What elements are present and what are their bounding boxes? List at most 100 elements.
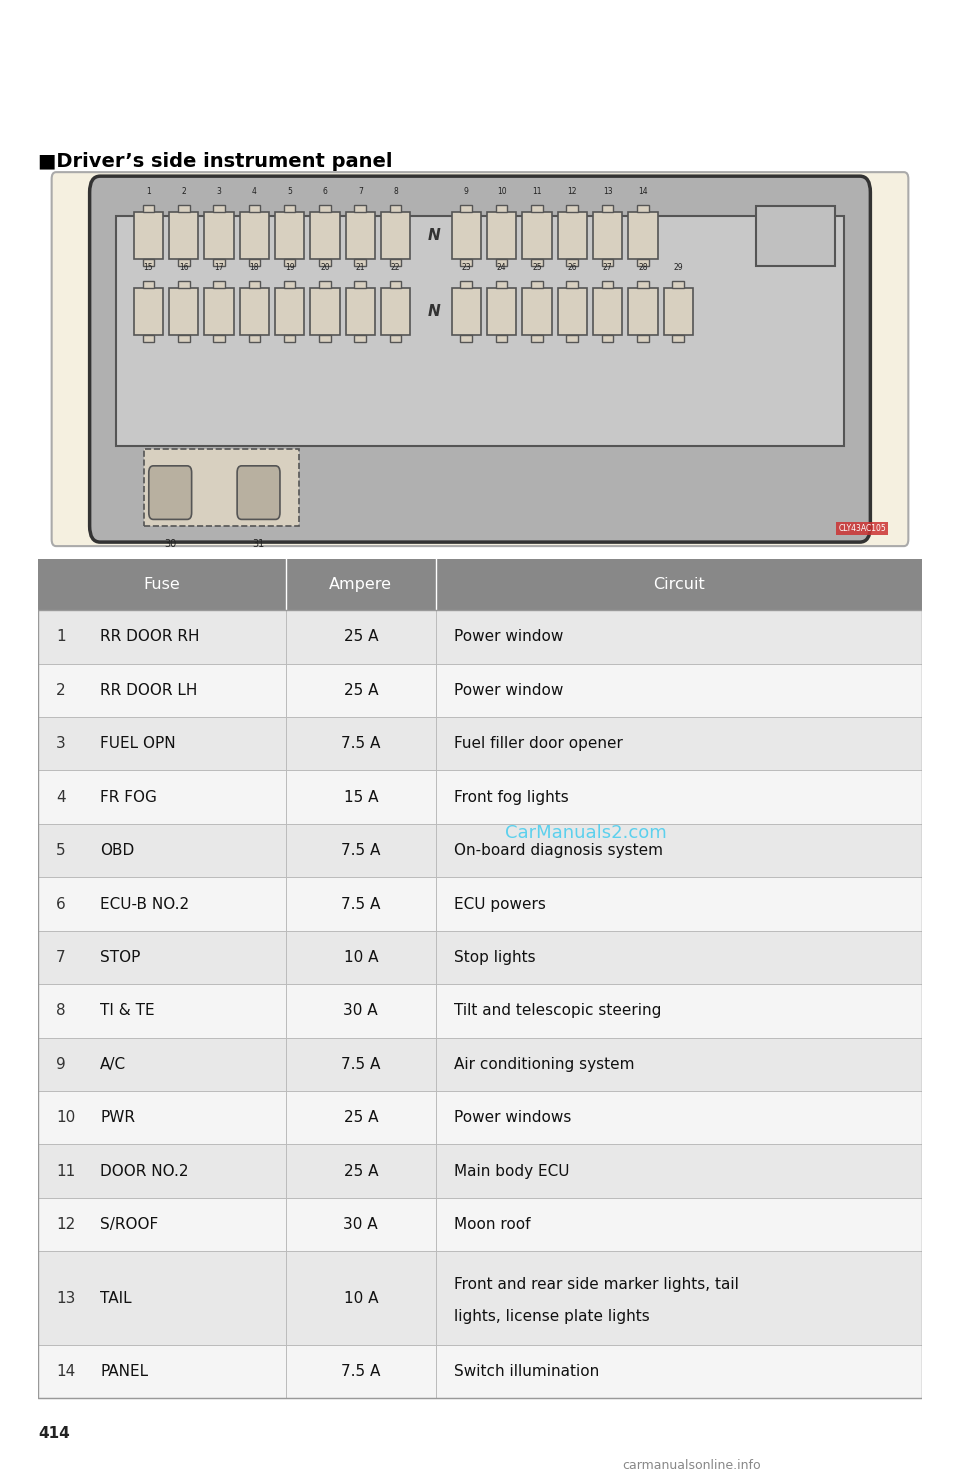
Text: 11: 11 [532,187,541,196]
Text: 9: 9 [464,187,468,196]
Bar [38,610,922,663]
Text: Fuse: Fuse [144,577,180,592]
Bar [38,1345,922,1398]
Text: Moon roof: Moon roof [453,1217,530,1232]
Text: carmanualsonline.info: carmanualsonline.info [622,1459,760,1472]
Bar [663,288,693,335]
Text: 25 A: 25 A [344,683,378,697]
Bar [284,282,296,288]
Bar [204,288,233,335]
Text: Power windows: Power windows [453,1110,571,1125]
Bar [381,212,410,258]
Bar [213,258,225,266]
Bar [566,258,578,266]
Bar [240,288,269,335]
Text: 17: 17 [214,263,224,273]
Bar [319,258,331,266]
Text: 5: 5 [56,843,65,858]
Text: 26: 26 [567,263,577,273]
Bar [276,212,304,258]
Bar [142,258,155,266]
Bar [566,335,578,343]
Text: Power window: Power window [453,629,563,644]
Text: S/ROOF: S/ROOF [100,1217,158,1232]
Text: 2: 2 [56,683,65,697]
Bar [38,663,922,717]
Text: 16: 16 [179,263,188,273]
Text: 6: 6 [56,896,66,911]
Text: ECU-B NO.2: ECU-B NO.2 [100,896,189,911]
Bar [38,824,922,877]
Bar [178,258,189,266]
Bar [142,335,155,343]
Text: Front and rear side marker lights, tail: Front and rear side marker lights, tail [453,1276,738,1291]
Text: 27: 27 [603,263,612,273]
Bar [593,212,622,258]
Text: 7.5 A: 7.5 A [341,736,380,751]
Text: 11: 11 [56,1163,75,1178]
Text: 2: 2 [181,187,186,196]
Bar [495,258,508,266]
Bar [566,282,578,288]
Bar [249,335,260,343]
Text: 31: 31 [252,540,265,549]
Text: Tilt and telescopic steering: Tilt and telescopic steering [453,1003,660,1018]
Text: 19: 19 [285,263,295,273]
Text: lights, license plate lights: lights, license plate lights [453,1309,649,1324]
Bar [249,258,260,266]
Text: RR DOOR LH: RR DOOR LH [100,683,198,697]
Bar [354,205,366,212]
Bar [38,770,922,824]
Bar [133,212,163,258]
Bar [531,282,542,288]
Text: 13: 13 [603,187,612,196]
Text: 4: 4 [56,789,65,804]
Text: Air conditioning system: Air conditioning system [453,1057,634,1071]
Text: Stop lights: Stop lights [453,950,535,965]
Text: FR FOG: FR FOG [100,789,157,804]
Bar [38,984,922,1037]
Text: 14: 14 [638,187,648,196]
Text: 7: 7 [358,187,363,196]
Bar [390,335,401,343]
Bar [240,212,269,258]
Text: Fuel filler door opener: Fuel filler door opener [453,736,622,751]
Bar [169,212,199,258]
Bar [531,258,542,266]
Bar [213,205,225,212]
Bar [178,205,189,212]
Text: 4-3. Do-it-yourself maintenance: 4-3. Do-it-yourself maintenance [38,50,325,68]
Bar [487,288,516,335]
Bar [495,335,508,343]
Bar [522,212,552,258]
Text: ■Driver’s side instrument panel: ■Driver’s side instrument panel [38,153,393,171]
Text: CLY43AC105: CLY43AC105 [838,524,886,533]
Bar [531,335,542,343]
Text: 15: 15 [144,263,154,273]
Text: 3: 3 [56,736,66,751]
Text: 23: 23 [462,263,471,273]
Bar [558,212,587,258]
Bar [637,335,649,343]
Bar [142,282,155,288]
Bar [637,205,649,212]
Text: PWR: PWR [100,1110,135,1125]
Text: 12: 12 [56,1217,75,1232]
Bar [637,282,649,288]
Text: Switch illumination: Switch illumination [453,1364,599,1379]
Bar [346,212,375,258]
Text: Front fog lights: Front fog lights [453,789,568,804]
Bar [310,212,340,258]
Bar [213,282,225,288]
Text: 7.5 A: 7.5 A [341,896,380,911]
Text: 3: 3 [217,187,222,196]
Text: CarManuals2.com: CarManuals2.com [505,824,667,843]
Bar [204,212,233,258]
Text: Ampere: Ampere [329,577,393,592]
Text: 25 A: 25 A [344,629,378,644]
Bar [602,205,613,212]
Bar [672,335,684,343]
Bar [142,205,155,212]
Text: 29: 29 [674,263,684,273]
Text: 14: 14 [56,1364,75,1379]
